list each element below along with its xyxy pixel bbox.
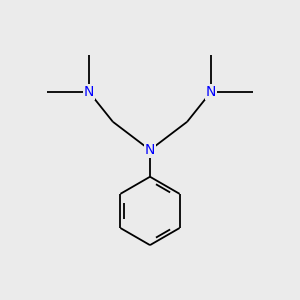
Text: N: N — [206, 85, 216, 99]
Text: N: N — [145, 143, 155, 157]
Text: N: N — [84, 85, 94, 99]
